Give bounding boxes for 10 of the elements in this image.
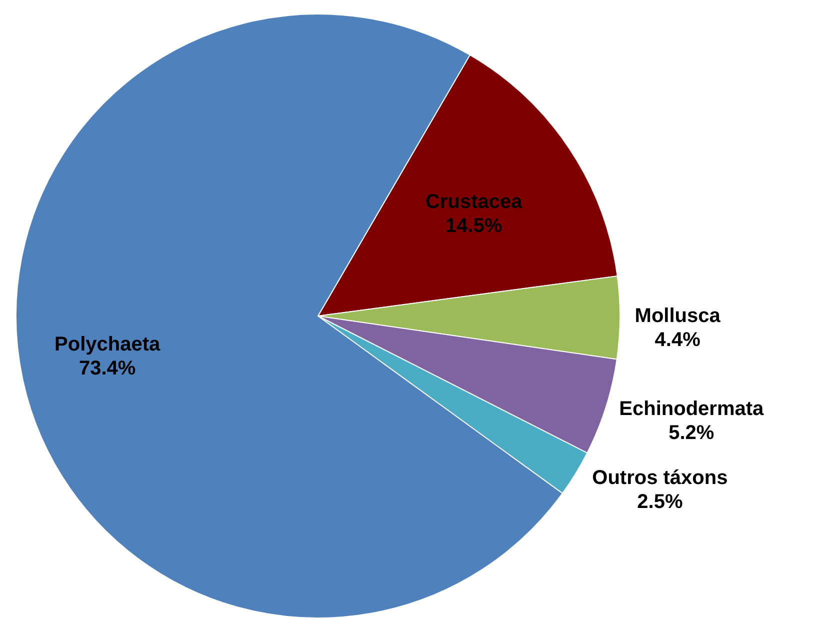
data-label: 5.2%: [668, 422, 714, 444]
data-label: 2.5%: [637, 490, 683, 513]
slice-label: Outros táxons: [592, 466, 728, 489]
slice-label: Echinodermata: [619, 398, 765, 420]
slice-label: Crustacea: [425, 191, 524, 214]
data-label: 4.4%: [654, 328, 701, 351]
data-label: 73.4%: [78, 358, 136, 380]
slice-label: Mollusca: [634, 304, 722, 327]
slice-label: Polychaeta: [54, 334, 161, 356]
data-label: 14.5%: [445, 215, 502, 238]
